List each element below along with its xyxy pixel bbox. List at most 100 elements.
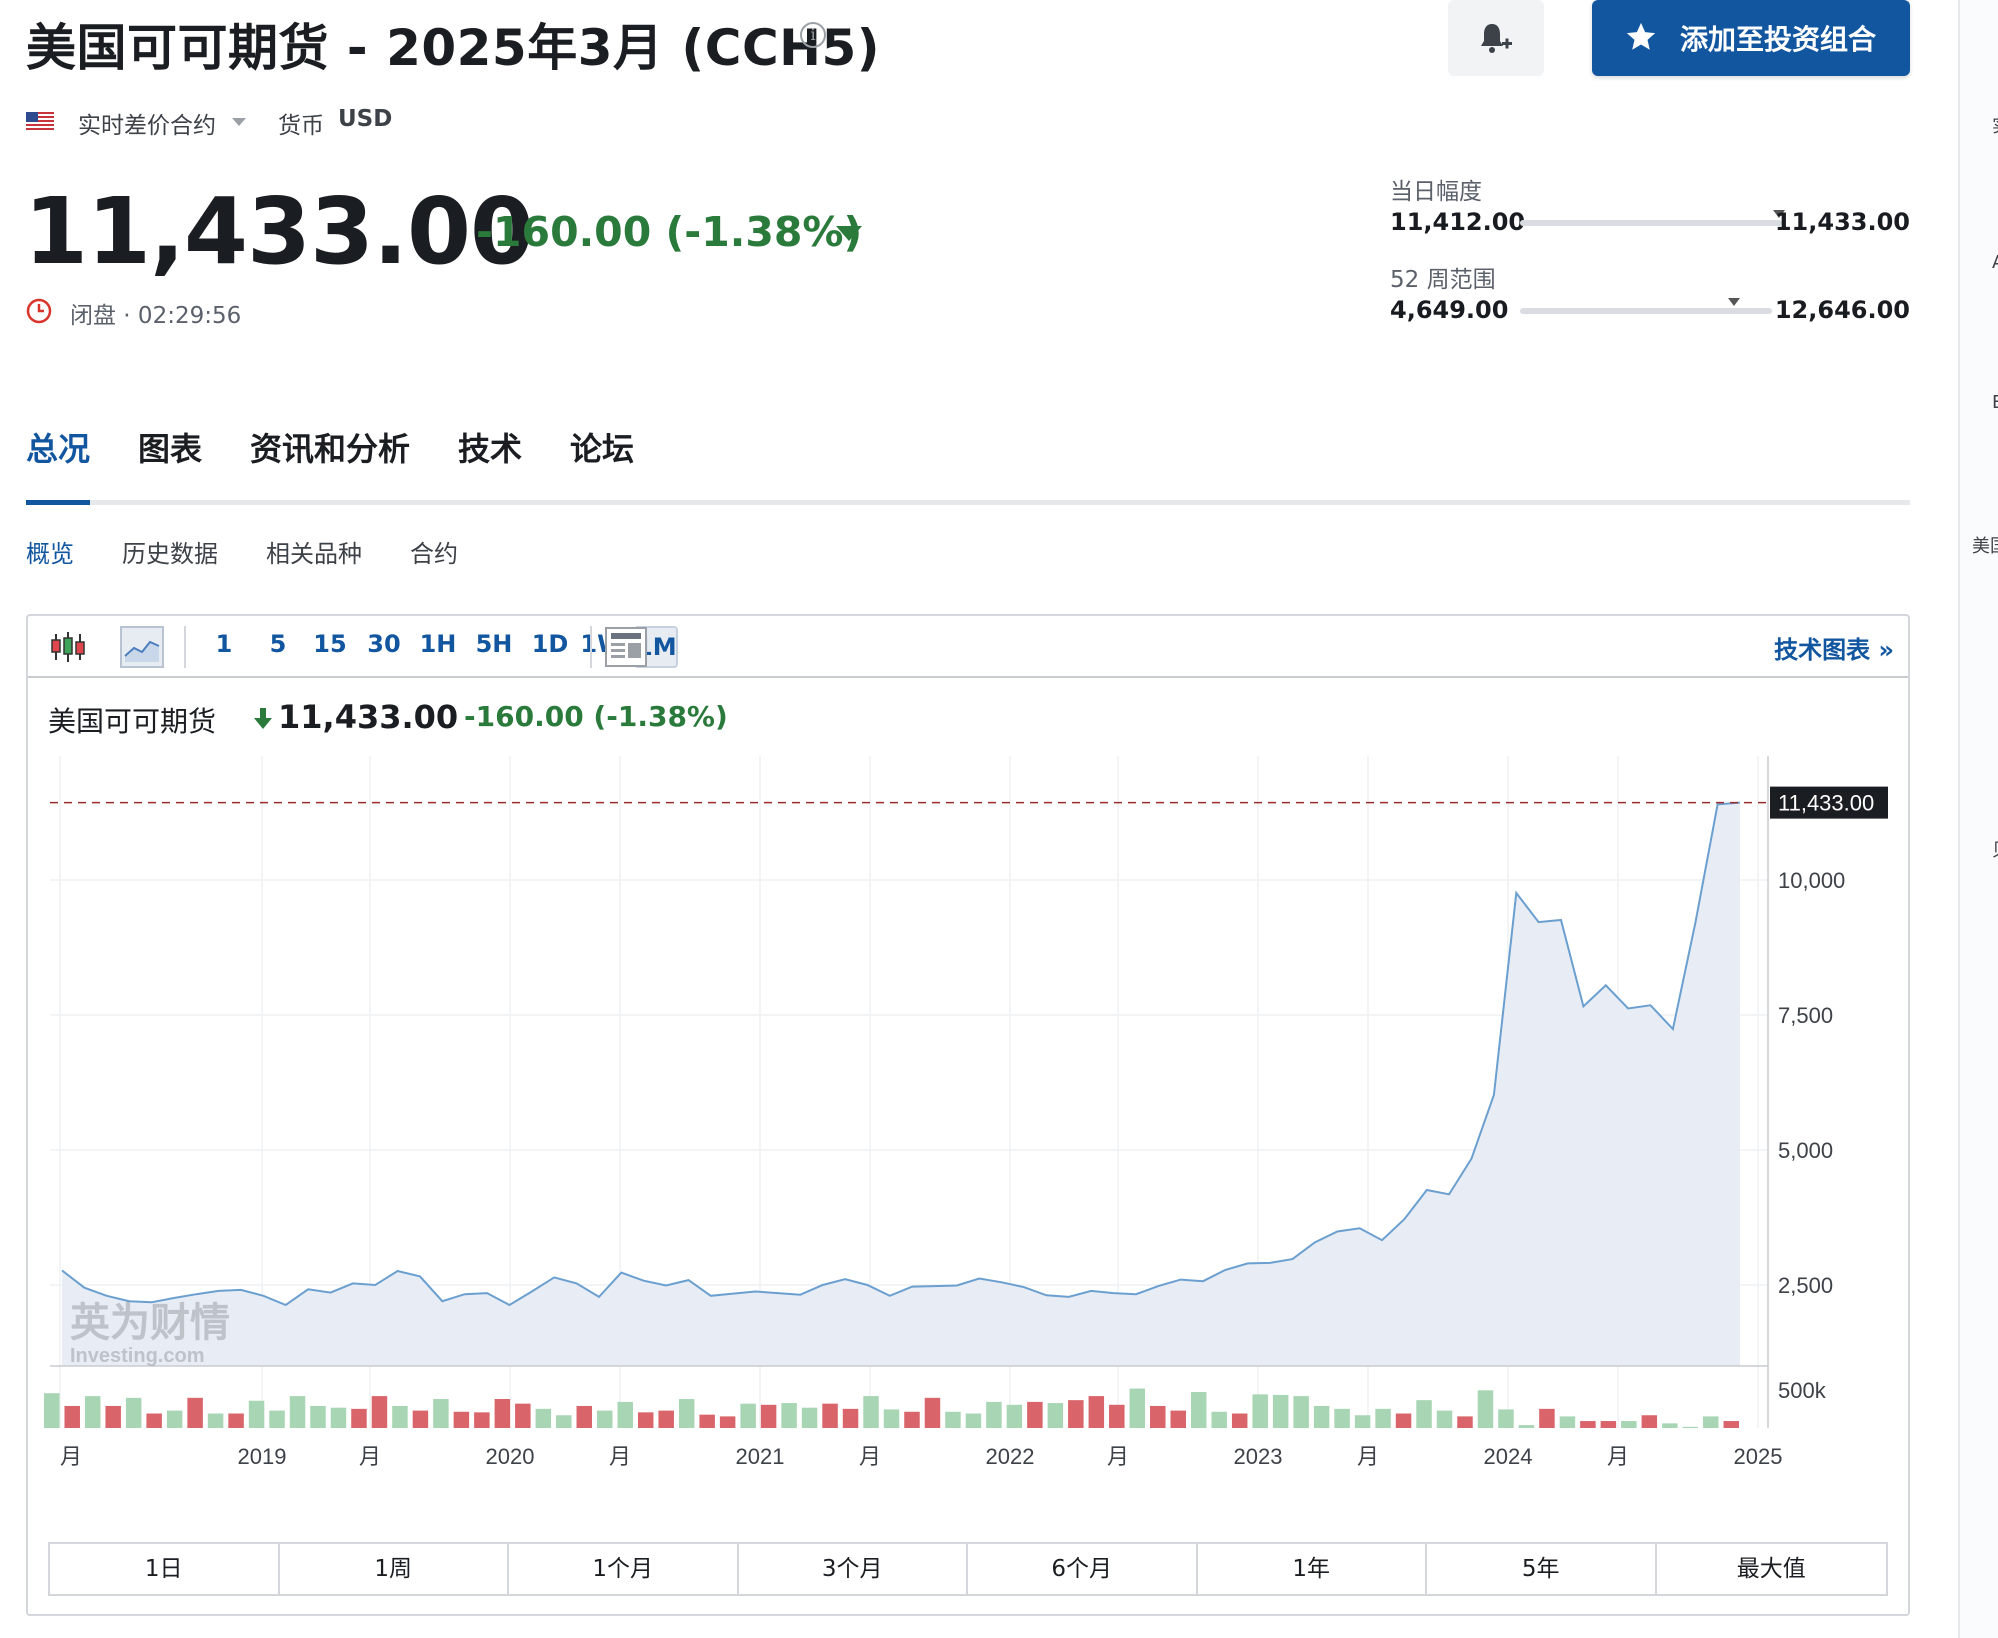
x-tick-label: 月 [1107,1444,1129,1469]
volume-bar [412,1410,429,1428]
volume-bar [1436,1410,1453,1428]
subtab-historical-data[interactable]: 历史数据 [122,540,218,568]
technical-chart-link[interactable]: 技术图表 » [1774,636,1894,664]
candlestick-icon[interactable] [46,626,90,668]
volume-bar [248,1400,265,1428]
volume-bar [637,1412,654,1428]
x-tick-label: 月 [859,1444,881,1469]
period-button[interactable]: 6个月 [968,1544,1198,1594]
volume-bar [863,1396,879,1428]
last-price-label: 11,433.00 [1778,791,1874,816]
period-button[interactable]: 最大值 [1736,1556,1806,1582]
volume-bar [617,1401,633,1428]
area-chart-icon[interactable] [120,626,164,668]
tab-overview[interactable]: 总况 [26,430,91,468]
volume-bar [1129,1388,1146,1428]
volume-bar [125,1397,142,1428]
tab-forum[interactable]: 论坛 [570,430,635,468]
timeframe-30[interactable]: 30 [367,630,401,658]
volume-bar [433,1399,449,1428]
chevron-down-icon[interactable] [232,118,246,126]
volume-bar [351,1408,367,1428]
volume-tick-label: 500k [1778,1378,1827,1403]
tab-news-analysis[interactable]: 资讯和分析 [250,430,411,468]
volume-bar [228,1413,244,1428]
side-panel-text: 实 [1992,112,1998,138]
info-icon[interactable]: i [800,22,826,48]
last-price: 11,433.00 [24,178,534,285]
volume-bar [1170,1410,1186,1428]
tabs-divider [26,500,1910,505]
volume-bar [822,1403,838,1428]
volume-bar [1313,1405,1330,1428]
timeframe-5h[interactable]: 5H [475,630,513,658]
volume-bar [84,1396,101,1428]
price-chart[interactable]: 11,433.00 2,500 5,000 7,500 10,000 500k 月 2019 月… [28,616,1908,1536]
instrument-type-dropdown[interactable]: 实时差价合约 [78,113,216,139]
timeframe-1[interactable]: 1 [215,630,233,658]
x-tick-label: 2019 [238,1444,287,1469]
volume-bar [146,1413,162,1428]
x-tick-label: 月 [359,1444,381,1469]
period-selector: 1日 1周 1个月 3个月 6个月 1年 5年 最大值 [48,1542,1888,1596]
volume-bar [719,1416,736,1428]
chart-price: 11,433.00 [278,698,459,736]
subtab-summary[interactable]: 概览 [26,540,74,568]
toolbar-separator [590,626,592,668]
timeframe-1h[interactable]: 1H [419,630,457,658]
period-button[interactable]: 3个月 [739,1544,968,1594]
subtab-contracts[interactable]: 合约 [410,540,458,568]
volume-bar [1068,1400,1084,1428]
volume-bar [1375,1408,1391,1428]
down-arrow-icon [836,226,862,241]
volume-bar [1621,1421,1637,1428]
volume-bar [474,1412,490,1428]
x-tick-label: 2022 [986,1444,1035,1469]
clock-icon [26,298,52,324]
period-button[interactable]: 1年 [1198,1544,1427,1594]
price-area [62,802,1740,1366]
volume-bar [289,1396,306,1428]
x-tick-label: 月 [60,1444,82,1469]
timeframe-5[interactable]: 5 [269,630,287,658]
period-button[interactable]: 1个月 [509,1544,739,1594]
volume-bar [1006,1404,1023,1428]
volume-bar [1580,1421,1596,1428]
chart-change: -160.00 (-1.38%) [464,700,728,733]
x-tick-label: 月 [1357,1444,1379,1469]
volume-bar [965,1413,982,1428]
volume-bar [1395,1413,1412,1428]
tab-chart[interactable]: 图表 [138,430,203,468]
volume-bar [1477,1390,1494,1428]
volume-bar [535,1408,552,1428]
volume-bar [1272,1394,1289,1428]
week52-range-high: 12,646.00 [1774,296,1910,324]
us-flag-icon [26,112,54,132]
volume-bar [1150,1405,1166,1428]
x-tick-label: 2021 [736,1444,785,1469]
period-button[interactable]: 5年 [1427,1544,1657,1594]
volume-bar [453,1411,470,1428]
alert-button[interactable] [1448,0,1544,76]
volume-bar [1047,1403,1064,1428]
volume-bar [842,1408,859,1428]
week52-range-label: 52 周范围 [1390,267,1496,293]
period-button[interactable]: 1周 [280,1544,509,1594]
tab-technical[interactable]: 技术 [458,430,523,468]
period-button[interactable]: 1日 [50,1544,280,1594]
chart-toolbar: 1 5 15 30 1H 5H 1D 1W 1M 技术图表 » [28,616,1908,678]
subtab-related[interactable]: 相关品种 [266,540,362,568]
day-range-high: 11,433.00 [1774,208,1910,236]
y-tick-label: 7,500 [1778,1003,1833,1028]
add-to-portfolio-button[interactable]: 添加至投资组合 [1592,0,1910,76]
timeframe-15[interactable]: 15 [313,630,347,658]
day-range-marker [1773,210,1786,218]
volume-bar [658,1410,674,1428]
side-panel: 实 A E 美国贝 [1958,0,1998,1638]
timeframe-1d[interactable]: 1D [531,630,569,658]
news-layout-icon[interactable] [604,626,648,668]
y-tick-label: 2,500 [1778,1273,1833,1298]
investing-watermark-sub: Investing.com [70,1345,204,1367]
currency-label: 货币 [278,113,324,139]
day-range-low: 11,412.00 [1390,208,1526,236]
